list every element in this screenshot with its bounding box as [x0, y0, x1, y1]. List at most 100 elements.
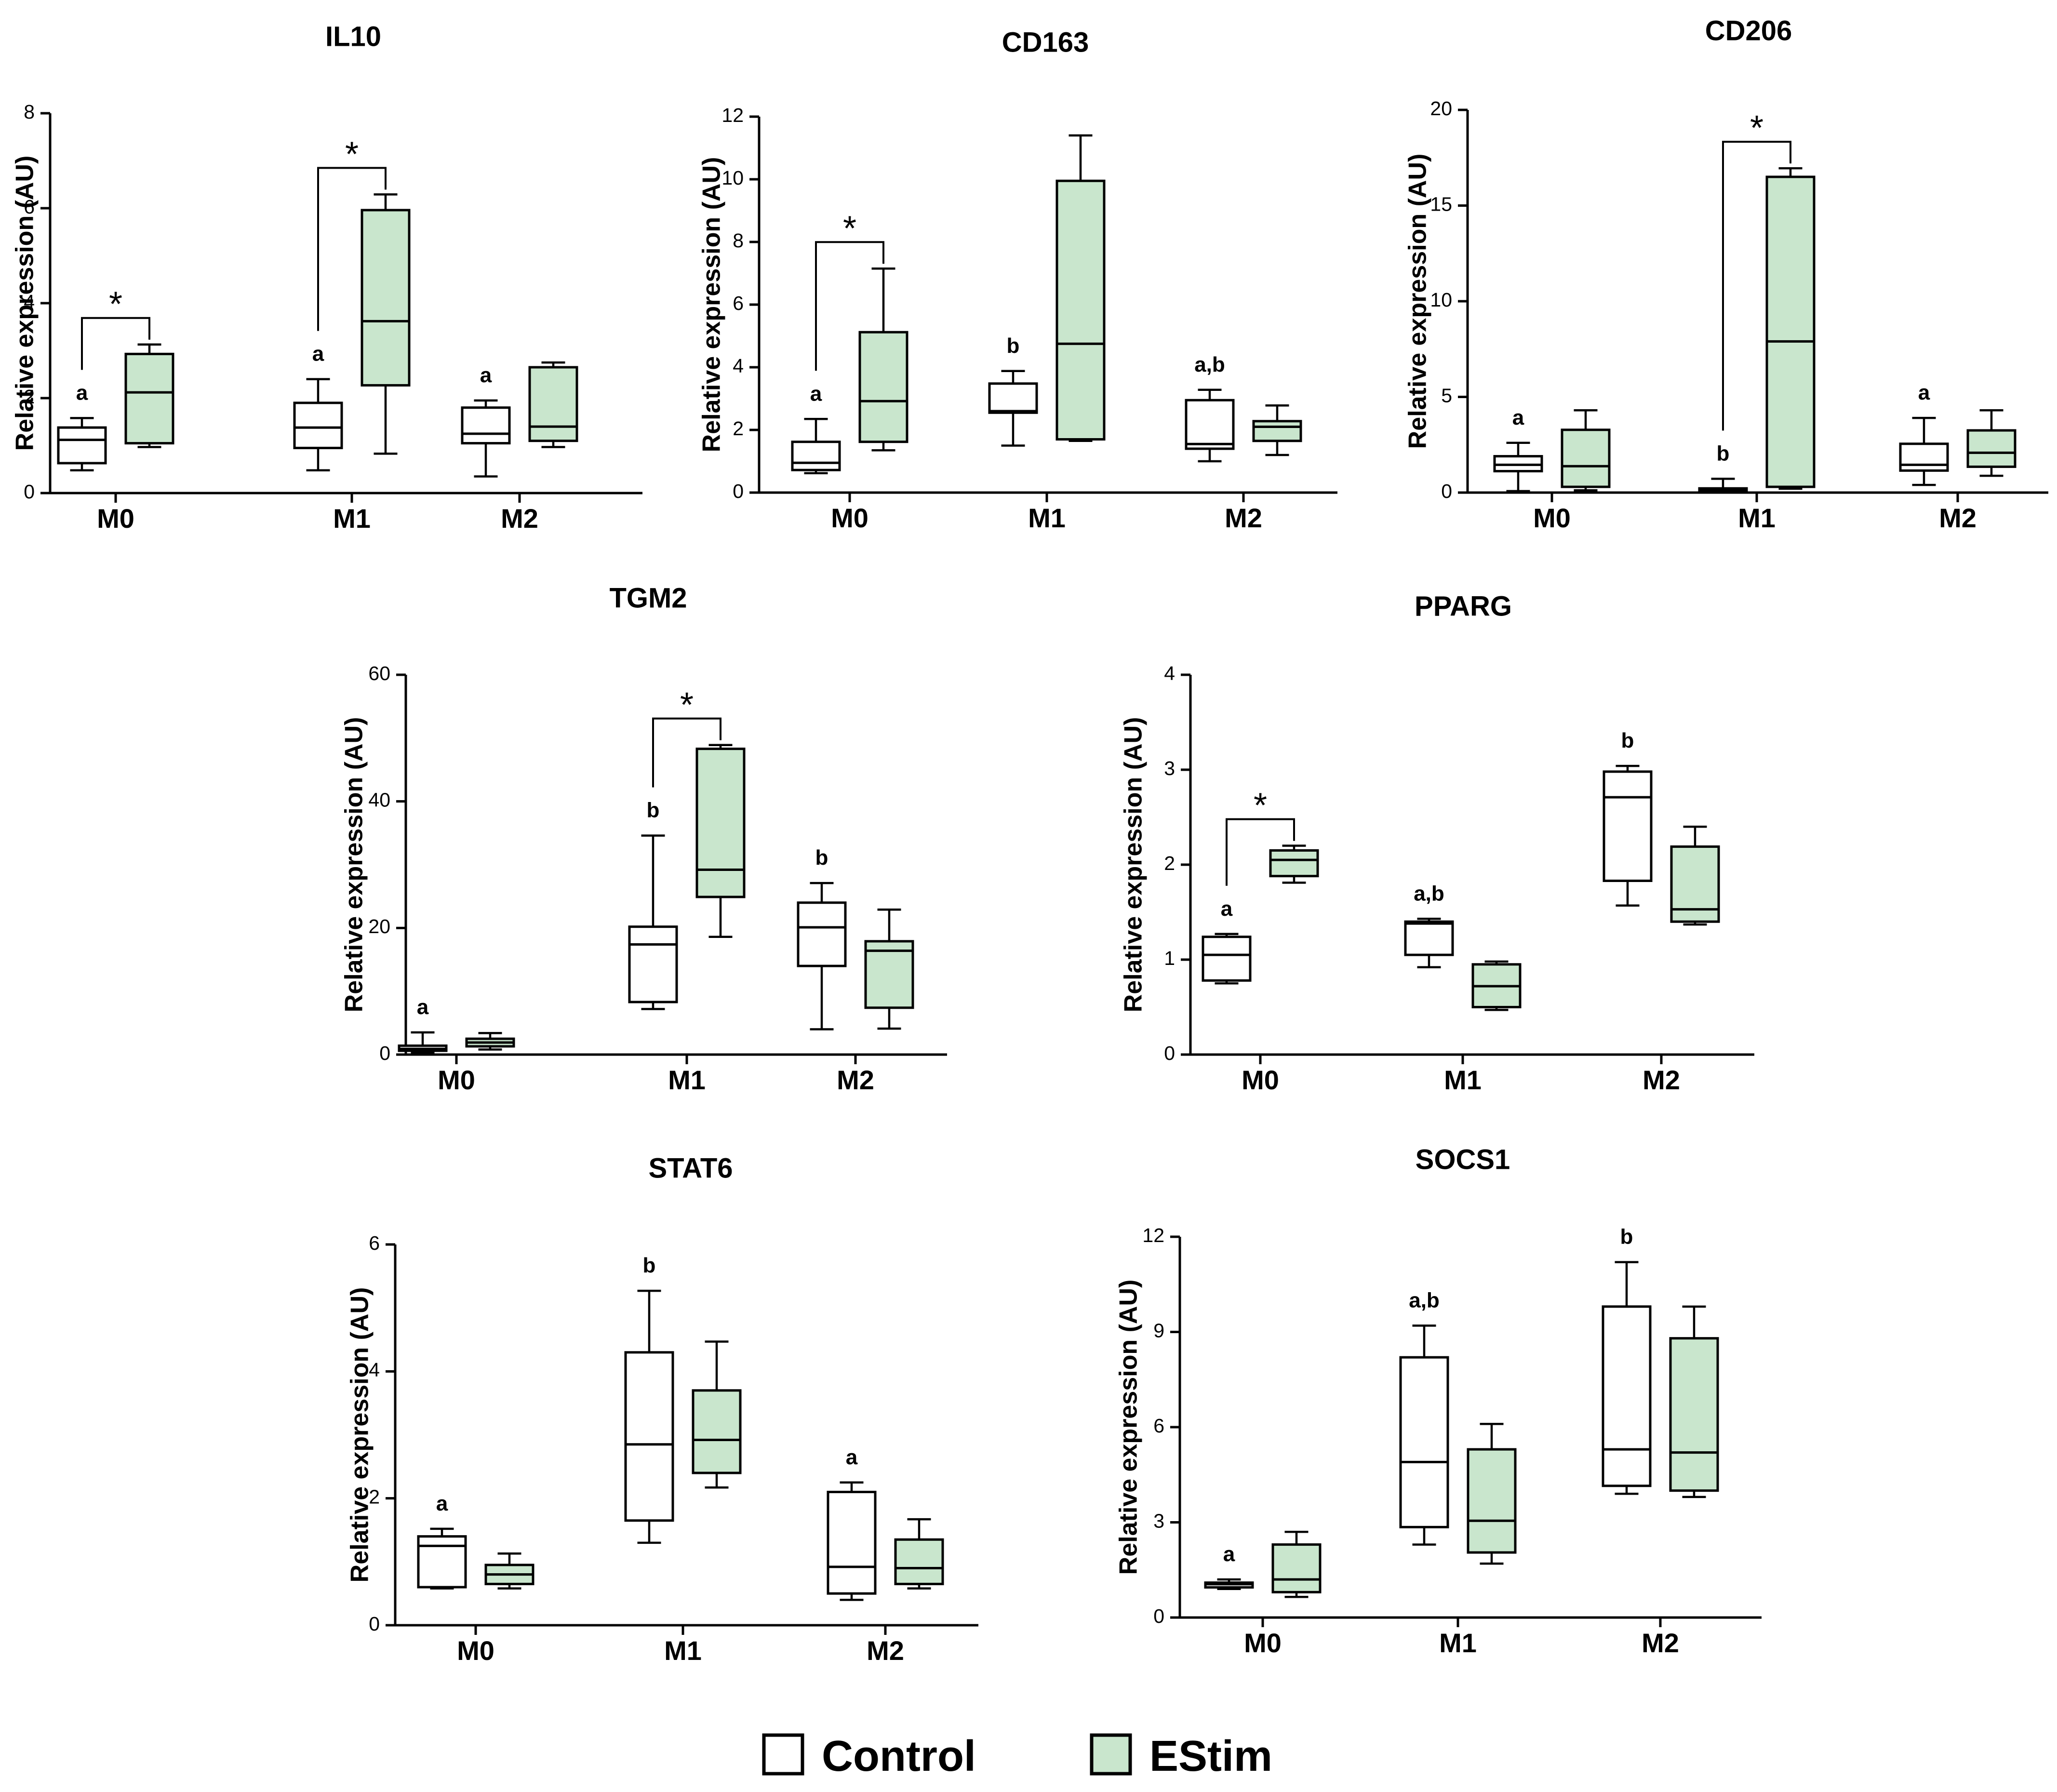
box-iqr [417, 1535, 467, 1589]
box-iqr [1765, 175, 1816, 488]
box-iqr [1899, 442, 1949, 472]
x-tick-label: M0 [1244, 1628, 1282, 1658]
y-tick-label: 0 [1153, 1605, 1164, 1627]
box-m2-estim [1670, 825, 1720, 926]
significance-letter: a [1223, 1542, 1235, 1566]
x-tick-label: M1 [1444, 1065, 1482, 1095]
box-m1-estim [1765, 167, 1816, 490]
box-m0-estim [465, 1032, 515, 1051]
y-tick-label: 0 [379, 1042, 390, 1064]
box-iqr [1561, 428, 1611, 488]
significance-bracket: * [815, 209, 884, 371]
y-tick-label: 4 [1164, 662, 1175, 684]
chart-il10: IL10 Relative expression (AU) 0 2 4 6 8 M0 M1 M2 a… [11, 21, 642, 534]
box-iqr [692, 1389, 742, 1474]
y-tick-label: 1 [1164, 947, 1175, 969]
y-axis-label: Relative expression (AU) [346, 1287, 374, 1583]
y-tick-label: 20 [1430, 97, 1452, 120]
box-m2-control [1185, 388, 1235, 463]
box-m1-estim [1467, 1423, 1517, 1565]
box-m1-control [988, 370, 1038, 447]
box-m2-control [1899, 416, 1949, 486]
box-m2-estim [894, 1518, 944, 1590]
box-m0-control [1202, 933, 1252, 985]
significance-asterisk: * [843, 209, 856, 248]
y-tick-label: 10 [721, 167, 744, 189]
legend-control-label: Control [822, 1732, 976, 1780]
box-iqr [461, 406, 511, 445]
box-iqr [57, 426, 107, 465]
y-tick-label: 0 [733, 480, 744, 502]
box-m0-control [1204, 1578, 1254, 1590]
x-tick-label: M2 [1642, 1628, 1679, 1658]
y-tick-label: 6 [733, 292, 744, 314]
significance-letter: b [643, 1254, 656, 1277]
significance-letter: b [1717, 441, 1730, 465]
legend-estim-label: EStim [1149, 1732, 1272, 1780]
y-axis-label: Relative expression (AU) [1404, 154, 1432, 449]
y-axis-label: Relative expression (AU) [1115, 1280, 1143, 1575]
box-m1-estim [692, 1340, 742, 1489]
y-tick-label: 8 [733, 229, 744, 252]
x-tick-label: M0 [1533, 503, 1571, 533]
y-tick-label: 4 [369, 1359, 380, 1381]
box-iqr [1669, 1337, 1719, 1492]
significance-letter: b [1007, 334, 1020, 358]
box-iqr [1966, 429, 2017, 468]
significance-letter: a [76, 381, 88, 404]
bracket-line [815, 241, 884, 371]
box-m0-estim [1561, 409, 1611, 492]
box-m1-control [628, 834, 678, 1010]
significance-letter: a [1512, 406, 1524, 429]
bracket-line [1722, 141, 1791, 431]
significance-asterisk: * [1254, 787, 1267, 825]
box-iqr [361, 209, 411, 387]
chart-socs1: SOCS1 Relative expression (AU) 0 3 6 9 12 M0 M1 M… [1115, 1144, 1762, 1658]
box-m2-control [797, 882, 847, 1030]
y-tick-label: 12 [1142, 1224, 1164, 1246]
box-m2-control [827, 1481, 877, 1601]
x-tick-label: M1 [1439, 1628, 1477, 1658]
box-iqr [628, 925, 678, 1003]
box-m1-estim [1471, 960, 1522, 1011]
box-m0-estim [858, 267, 908, 452]
box-iqr [1202, 936, 1252, 982]
significance-letter: b [815, 846, 828, 869]
chart-cd206: CD206 Relative expression (AU) 0 5 10 15 20 M0 M… [1404, 15, 2048, 533]
bracket-line [652, 717, 721, 788]
significance-letter: a,b [1194, 353, 1225, 376]
box-iqr [1269, 849, 1319, 878]
significance-asterisk: * [345, 135, 359, 174]
significance-letter: a,b [1409, 1288, 1440, 1312]
box-iqr [1404, 920, 1454, 956]
bracket-line [81, 317, 150, 370]
y-tick-label: 15 [1430, 193, 1452, 215]
x-tick-label: M0 [97, 503, 134, 534]
y-tick-label: 3 [1164, 757, 1175, 779]
significance-letter: a [1918, 381, 1930, 404]
y-tick-label: 9 [1153, 1319, 1164, 1341]
box-m0-estim [484, 1552, 534, 1590]
box-iqr [827, 1491, 877, 1595]
chart-title: IL10 [325, 21, 381, 52]
box-iqr [858, 331, 908, 443]
box-m1-control [1698, 478, 1748, 494]
box-iqr [864, 940, 914, 1009]
box-m2-control [461, 399, 511, 478]
y-tick-label: 0 [24, 481, 35, 503]
y-axis-label: Relative expression (AU) [340, 717, 368, 1013]
y-tick-label: 4 [24, 291, 35, 313]
y-tick-label: 20 [368, 915, 390, 937]
box-m2-estim [1669, 1305, 1719, 1498]
x-tick-label: M0 [438, 1065, 475, 1095]
x-tick-label: M2 [1939, 503, 1977, 533]
box-m0-estim [1269, 844, 1319, 884]
box-m1-control [1399, 1324, 1449, 1546]
significance-bracket: * [1722, 109, 1791, 431]
y-tick-label: 2 [24, 386, 35, 408]
y-tick-label: 5 [1441, 384, 1452, 406]
box-m1-control [1404, 918, 1454, 969]
x-tick-label: M2 [1643, 1065, 1680, 1095]
box-iqr [1399, 1356, 1449, 1528]
